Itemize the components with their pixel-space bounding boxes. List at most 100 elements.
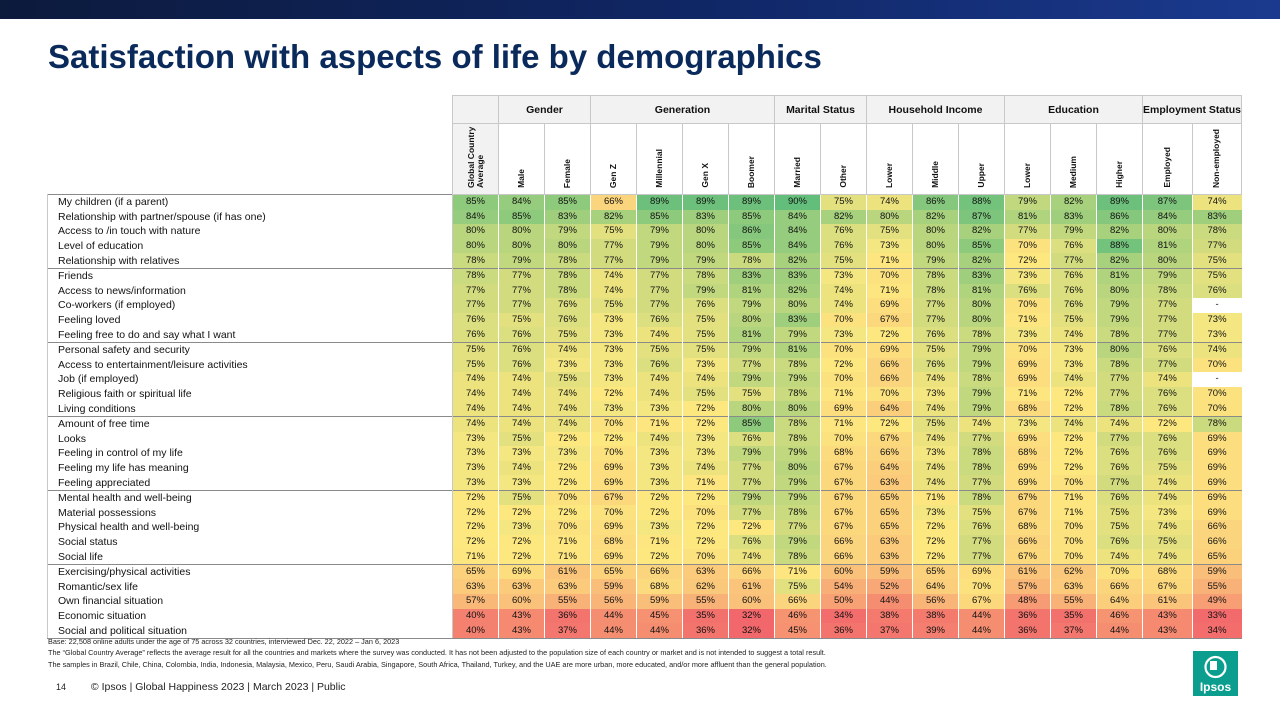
- table-cell: 55%: [1191, 579, 1242, 595]
- table-cell: 37%: [1050, 623, 1097, 639]
- footnote-samples: The samples in Brazil, Chile, China, Col…: [48, 659, 827, 669]
- table-cell: 66%: [590, 193, 637, 210]
- table-row: Relationship with partner/spouse (if has…: [47, 209, 1242, 225]
- table-cell: 76%: [544, 298, 591, 313]
- table-cell: 65%: [590, 563, 637, 580]
- table-cell: 70%: [866, 386, 913, 402]
- table-cell: 74%: [682, 460, 729, 476]
- table-cell: 77%: [590, 253, 637, 269]
- table-cell: 83%: [1191, 209, 1242, 225]
- table-cell: 72%: [1050, 386, 1097, 402]
- table-row: Living conditions 74% 74% 74% 73% 73% 72% 80% 80…: [47, 401, 1242, 417]
- group-header-marital-status: Marital Status: [774, 95, 867, 124]
- table-cell: 81%: [1096, 267, 1143, 284]
- table-row: Romantic/sex life 63% 63% 63% 59% 68% 62% 61% 75…: [47, 579, 1242, 595]
- table-cell: 76%: [1142, 431, 1193, 447]
- table-cell: 73%: [1050, 357, 1097, 373]
- table-cell: 68%: [590, 534, 637, 550]
- table-cell: 80%: [958, 298, 1005, 313]
- table-cell: 57%: [1004, 579, 1051, 595]
- row-label: Looks: [47, 431, 453, 447]
- table-cell: 83%: [544, 209, 591, 225]
- table-cell: 77%: [958, 534, 1005, 550]
- table-row: Exercising/physical activities 65% 69% 61% 6…: [47, 563, 1242, 580]
- table-cell: 38%: [912, 608, 959, 624]
- table-cell: 72%: [544, 431, 591, 447]
- table-cell: 85%: [728, 209, 775, 225]
- table-row: Co-workers (if employed) 77% 77% 76% 75% 77% 7…: [47, 298, 1242, 313]
- table-cell: 84%: [774, 224, 821, 239]
- table-cell: 69%: [866, 341, 913, 358]
- table-cell: 70%: [1050, 520, 1097, 535]
- table-cell: 73%: [1004, 267, 1051, 284]
- table-cell: 79%: [958, 401, 1005, 417]
- table-cell: 71%: [1050, 505, 1097, 521]
- table-cell: 75%: [452, 341, 499, 358]
- table-cell: 73%: [820, 327, 867, 343]
- table-cell: 69%: [820, 401, 867, 417]
- table-cell: 70%: [1191, 386, 1242, 402]
- table-cell: 75%: [498, 489, 545, 506]
- table-cell: 74%: [958, 415, 1005, 432]
- column-header-label: Middle: [930, 161, 940, 188]
- table-cell: 73%: [452, 460, 499, 476]
- table-cell: 80%: [452, 224, 499, 239]
- table-cell: 73%: [866, 238, 913, 254]
- table-cell: 83%: [958, 267, 1005, 284]
- table-cell: 63%: [452, 579, 499, 595]
- table-cell: 72%: [544, 505, 591, 521]
- table-cell: 73%: [682, 431, 729, 447]
- table-cell: 83%: [1050, 209, 1097, 225]
- table-cell: 76%: [1191, 283, 1242, 299]
- table-cell: 89%: [682, 193, 729, 210]
- row-label: Economic situation: [47, 608, 453, 624]
- table-cell: 75%: [774, 579, 821, 595]
- table-cell: 82%: [1050, 193, 1097, 210]
- table-row: Feeling loved 76% 75% 76% 73% 76% 75% 80% 83% 70%…: [47, 312, 1242, 328]
- table-cell: 70%: [590, 446, 637, 461]
- table-cell: 74%: [912, 401, 959, 417]
- table-cell: 72%: [682, 534, 729, 550]
- table-cell: 80%: [498, 224, 545, 239]
- table-cell: 70%: [1191, 357, 1242, 373]
- table-cell: 70%: [1004, 341, 1051, 358]
- table-cell: 32%: [728, 623, 775, 639]
- table-cell: 79%: [1096, 298, 1143, 313]
- table-cell: 73%: [1142, 505, 1193, 521]
- table-cell: 74%: [452, 372, 499, 387]
- column-header-label: Other: [838, 165, 848, 188]
- table-cell: 75%: [636, 341, 683, 358]
- table-cell: 75%: [866, 224, 913, 239]
- table-cell: 76%: [912, 357, 959, 373]
- table-cell: 73%: [452, 475, 499, 491]
- table-cell: 73%: [636, 401, 683, 417]
- table-cell: 70%: [590, 415, 637, 432]
- table-cell: 81%: [1004, 209, 1051, 225]
- table-cell: 74%: [636, 431, 683, 447]
- column-header-label: Married: [792, 157, 802, 188]
- table-cell: 37%: [866, 623, 913, 639]
- table-cell: 72%: [590, 386, 637, 402]
- table-cell: 77%: [912, 298, 959, 313]
- table-row: My children (if a parent) 85% 84% 85% 66% 89%…: [47, 193, 1242, 210]
- table-cell: 75%: [452, 357, 499, 373]
- table-cell: 73%: [544, 446, 591, 461]
- table-row: Job (if employed) 74% 74% 75% 73% 74% 74% 79% 79…: [47, 372, 1242, 387]
- table-cell: 79%: [636, 238, 683, 254]
- table-cell: 71%: [1004, 386, 1051, 402]
- row-label: Religious faith or spiritual life: [47, 386, 453, 402]
- table-cell: 66%: [636, 563, 683, 580]
- table-cell: 74%: [912, 475, 959, 491]
- column-header: Millennial: [636, 123, 683, 195]
- table-cell: 77%: [1004, 224, 1051, 239]
- table-cell: 74%: [544, 415, 591, 432]
- table-cell: 66%: [820, 549, 867, 565]
- table-cell: 78%: [774, 505, 821, 521]
- table-cell: 77%: [774, 520, 821, 535]
- table-cell: 68%: [820, 446, 867, 461]
- table-cell: 72%: [498, 549, 545, 565]
- table-cell: 83%: [774, 312, 821, 328]
- group-header-employment-status: Employment Status: [1141, 95, 1243, 124]
- column-header-label: Lower: [884, 162, 894, 188]
- row-label: Personal safety and security: [47, 341, 453, 358]
